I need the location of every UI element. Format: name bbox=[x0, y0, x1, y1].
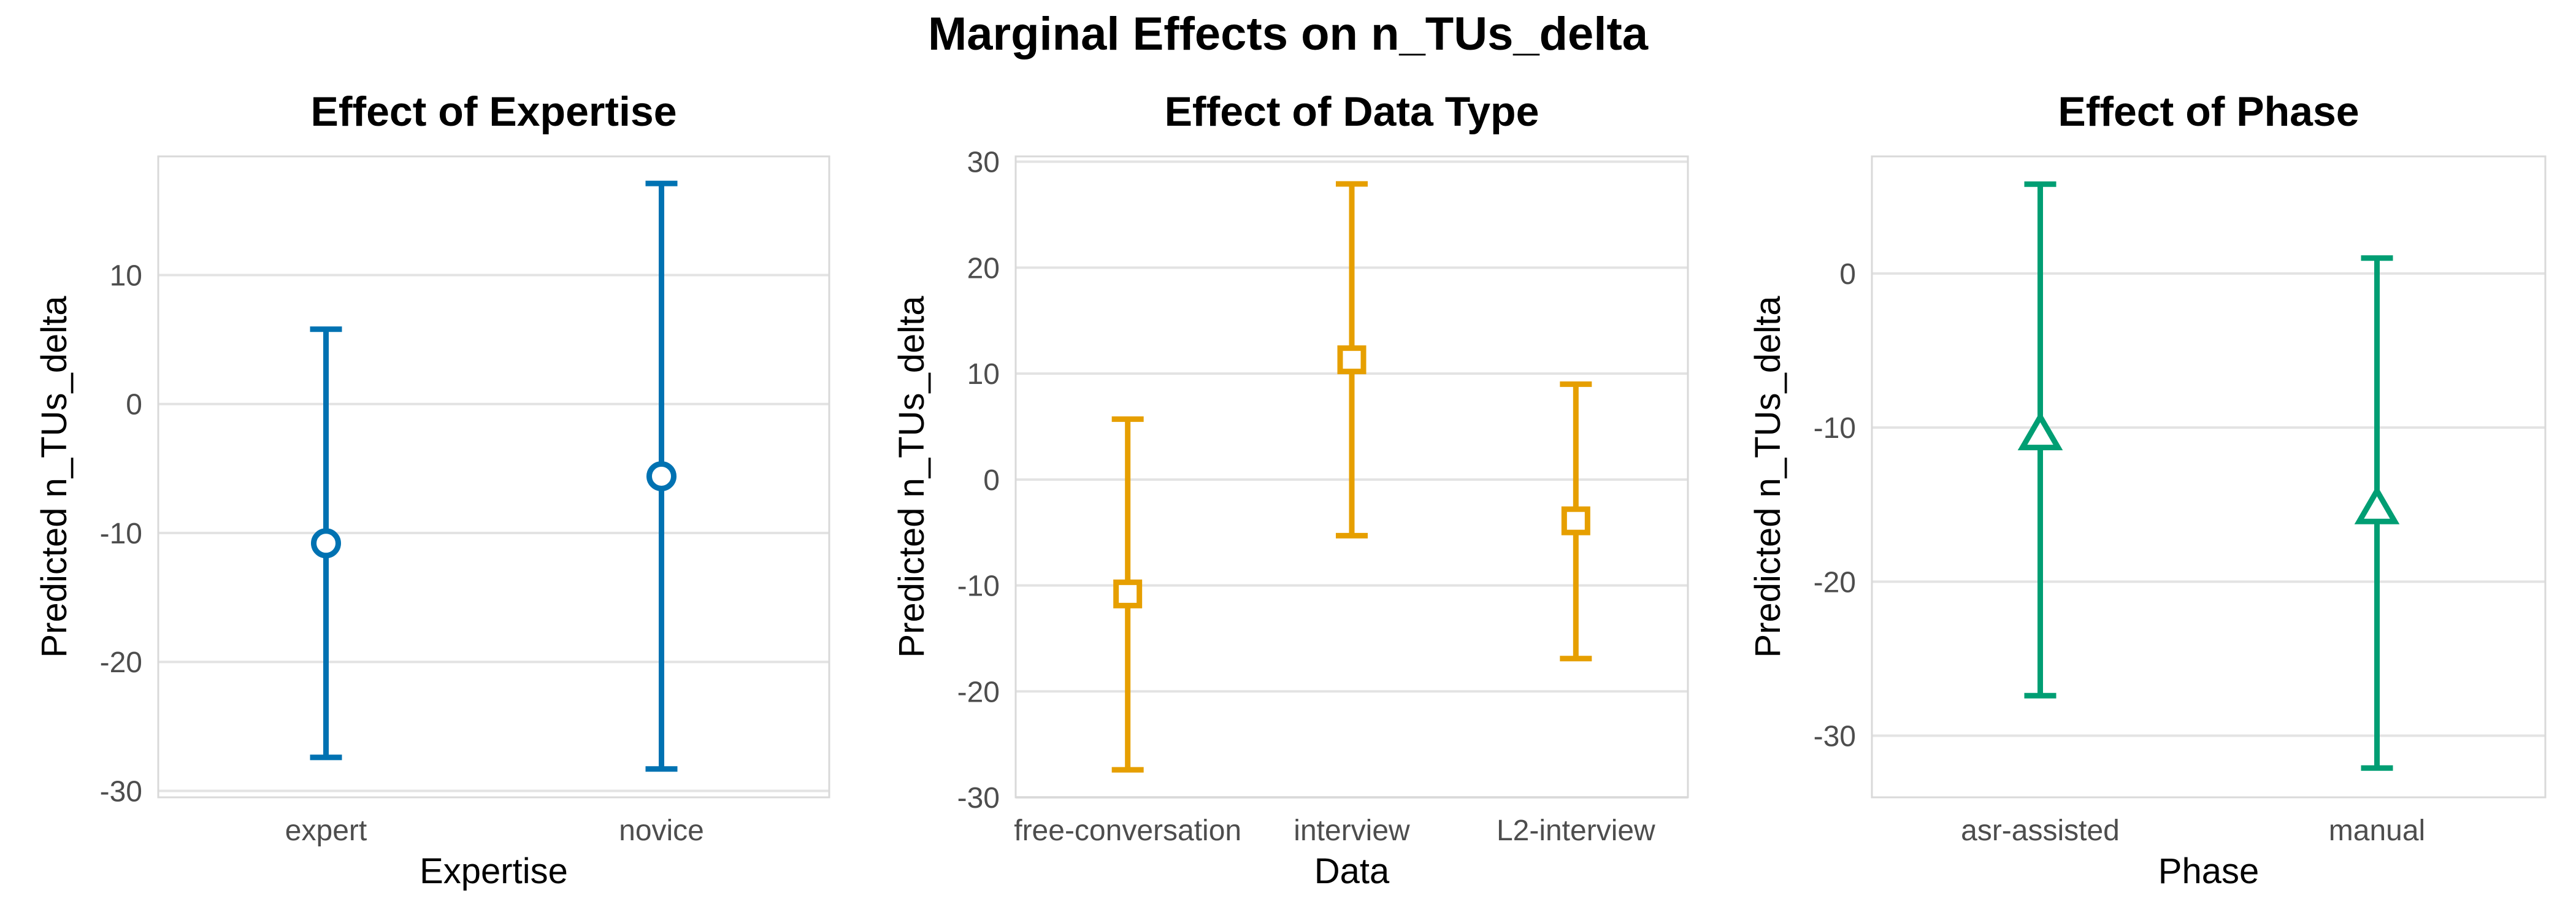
y-tick-label: 0 bbox=[1839, 258, 1856, 291]
estimate-point bbox=[646, 461, 677, 491]
y-axis-label: Predicted n_TUs_delta bbox=[1748, 296, 1788, 658]
y-tick-label: 10 bbox=[110, 259, 142, 292]
y-tick-label: 30 bbox=[967, 147, 1000, 179]
y-tick-label: -20 bbox=[100, 646, 142, 679]
panel-title: Effect of Phase bbox=[2058, 88, 2359, 135]
figure-title: Marginal Effects on n_TUs_delta bbox=[927, 8, 1649, 60]
y-tick-label: 10 bbox=[967, 358, 1000, 391]
estimate-point bbox=[2017, 411, 2063, 451]
x-tick-label: L2-interview bbox=[1497, 815, 1655, 847]
panel-title: Effect of Expertise bbox=[310, 88, 677, 135]
estimate-point bbox=[1337, 345, 1367, 375]
panel-frame bbox=[157, 155, 830, 799]
y-tick-label: 20 bbox=[967, 252, 1000, 285]
x-axis-label: Phase bbox=[2158, 851, 2259, 891]
x-tick-label: asr-assisted bbox=[1961, 815, 2120, 847]
x-tick-label: free-conversation bbox=[1014, 815, 1241, 847]
y-axis-label: Predicted n_TUs_delta bbox=[892, 296, 932, 658]
x-tick-label: novice bbox=[619, 815, 704, 847]
panel-title: Effect of Data Type bbox=[1165, 88, 1539, 135]
y-tick-label: -30 bbox=[957, 782, 1000, 815]
y-tick-label: -20 bbox=[1814, 566, 1856, 599]
estimate-point bbox=[311, 528, 341, 559]
x-tick-label: expert bbox=[285, 815, 367, 847]
panel-3: Effect of Phase -30 -20 -10 0 Predicted n_TUs… bbox=[1748, 88, 2547, 891]
x-tick-label: interview bbox=[1294, 815, 1410, 847]
x-tick-label: manual bbox=[2329, 815, 2425, 847]
y-tick-label: -10 bbox=[957, 570, 1000, 603]
y-axis-label: Predicted n_TUs_delta bbox=[34, 296, 74, 658]
y-tick-label: 0 bbox=[126, 389, 142, 421]
y-tick-label: -20 bbox=[957, 676, 1000, 708]
estimate-point bbox=[2354, 485, 2400, 524]
panel-frame bbox=[1871, 155, 2547, 799]
y-tick-label: -10 bbox=[1814, 412, 1856, 445]
x-axis-label: Data bbox=[1314, 851, 1390, 891]
panel-frame bbox=[1014, 155, 1689, 799]
panel-2: Effect of Data Type -30 -20 -10 0 10 20 30 Predi… bbox=[892, 88, 1689, 891]
y-tick-label: -30 bbox=[1814, 721, 1856, 753]
y-tick-label: -30 bbox=[100, 775, 142, 808]
estimate-point bbox=[1561, 506, 1590, 535]
y-tick-label: -10 bbox=[100, 518, 142, 550]
y-tick-label: 0 bbox=[983, 464, 1000, 497]
x-axis-label: Expertise bbox=[420, 851, 568, 891]
panel-1: Effect of Expertise -30 -20 -10 0 10 Predicted… bbox=[34, 88, 830, 891]
estimate-point bbox=[1113, 579, 1143, 608]
